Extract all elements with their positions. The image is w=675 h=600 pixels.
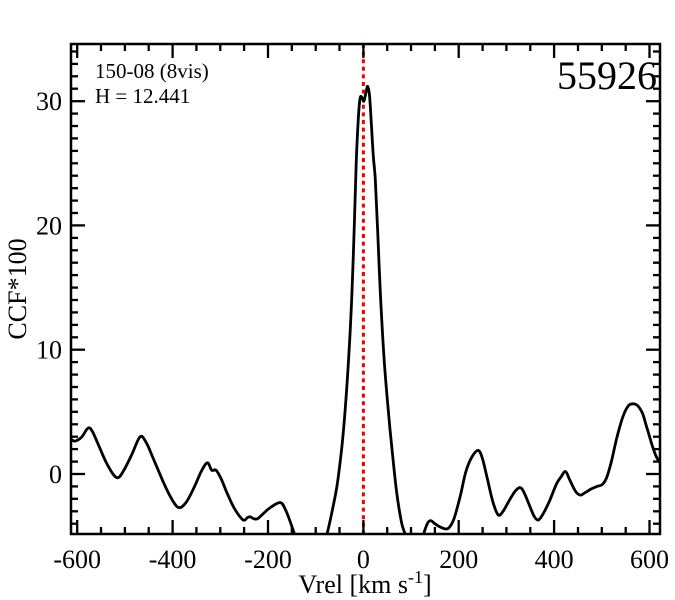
x-axis-title-close: ] [423,570,432,599]
tick-labels: -600 -400 -200 0 200 400 600 0 10 20 30 [36,87,669,574]
x-axis-title-main: Vrel [km s [298,570,408,599]
ccf-curve [71,84,660,534]
x-tick-label: 400 [535,545,574,574]
y-axis-title: CCF*100 [3,238,32,339]
y-tick-label: 30 [36,87,62,116]
x-tick-label: -200 [244,545,292,574]
hmag-annotation: H = 12.441 [95,84,190,108]
tick-marks [71,44,660,534]
field-annotation: 150-08 (8vis) [95,59,209,83]
x-axis-title-sup: -1 [408,567,423,587]
y-tick-label: 20 [36,211,62,240]
y-tick-label: 10 [36,336,62,365]
x-tick-label: -600 [53,545,101,574]
x-tick-label: 600 [630,545,669,574]
axis-frame [69,42,662,536]
x-axis-title: Vrel [km s-1] [298,567,431,599]
x-tick-label: -400 [149,545,197,574]
ccf-curve-layer [71,84,660,534]
star-id-label: 55926 [557,53,657,98]
x-tick-label: 200 [439,545,478,574]
x-tick-label: 0 [357,545,370,574]
y-tick-label: 0 [49,460,62,489]
